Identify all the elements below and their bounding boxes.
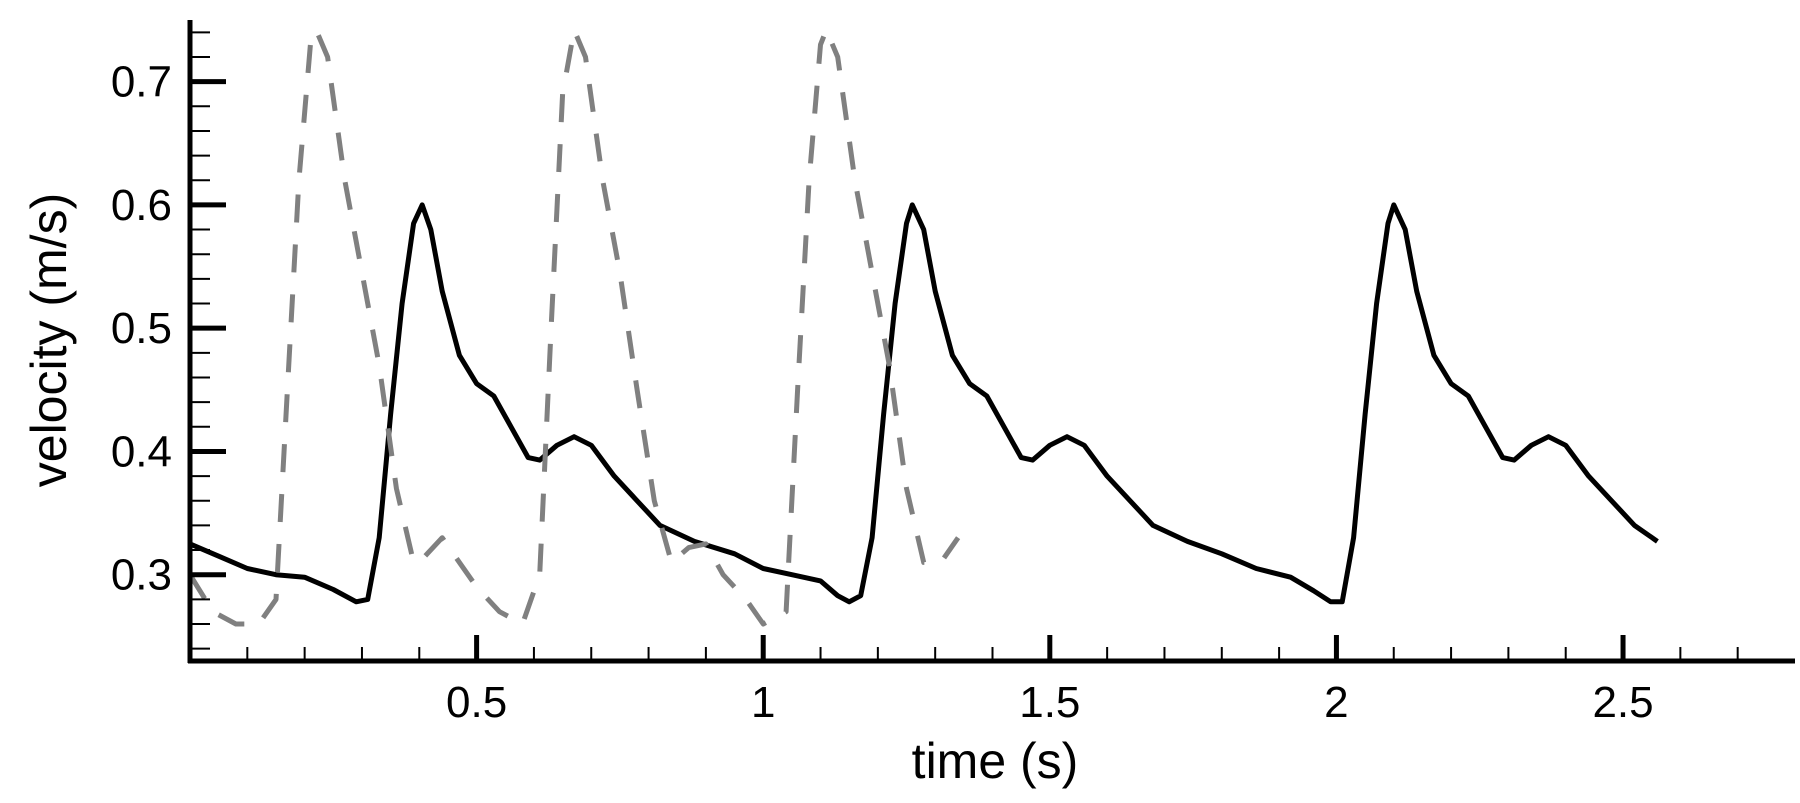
axes-layer bbox=[187, 20, 1795, 664]
series-layer bbox=[187, 27, 1659, 627]
ticks-layer bbox=[190, 31, 1739, 661]
x-axis-title: time (s) bbox=[912, 733, 1079, 789]
x-tick-label: 2 bbox=[1324, 678, 1348, 727]
y-tick-label: 0.6 bbox=[111, 181, 172, 230]
y-tick-label: 0.4 bbox=[111, 427, 172, 476]
y-tick-label: 0.3 bbox=[111, 551, 172, 600]
x-tick-label: 2.5 bbox=[1592, 678, 1653, 727]
series-line-solid bbox=[189, 202, 1659, 605]
labels-layer: 0.5 1 1.5 2 2.5 0.3 0.4 0.5 0.6 0.7 bbox=[111, 58, 1654, 727]
y-axis-title: velocity (m/s) bbox=[21, 193, 77, 487]
y-tick-label: 0.7 bbox=[111, 58, 172, 107]
x-tick-label: 0.5 bbox=[446, 678, 507, 727]
series-line-dashed bbox=[187, 27, 961, 627]
x-tick-label: 1.5 bbox=[1019, 678, 1080, 727]
x-tick-label: 1 bbox=[751, 678, 775, 727]
y-tick-label: 0.5 bbox=[111, 304, 172, 353]
